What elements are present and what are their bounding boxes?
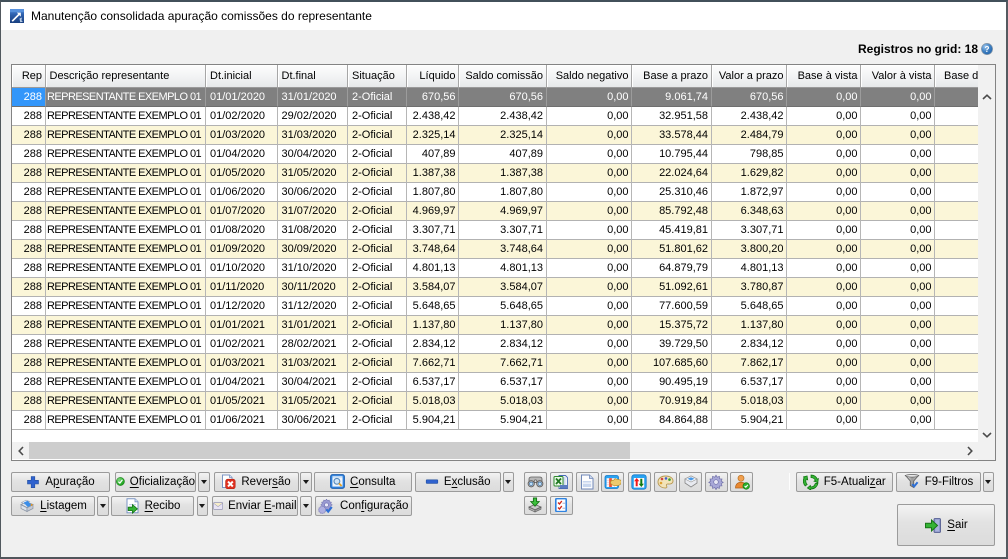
svg-text:?: ? (984, 45, 989, 54)
